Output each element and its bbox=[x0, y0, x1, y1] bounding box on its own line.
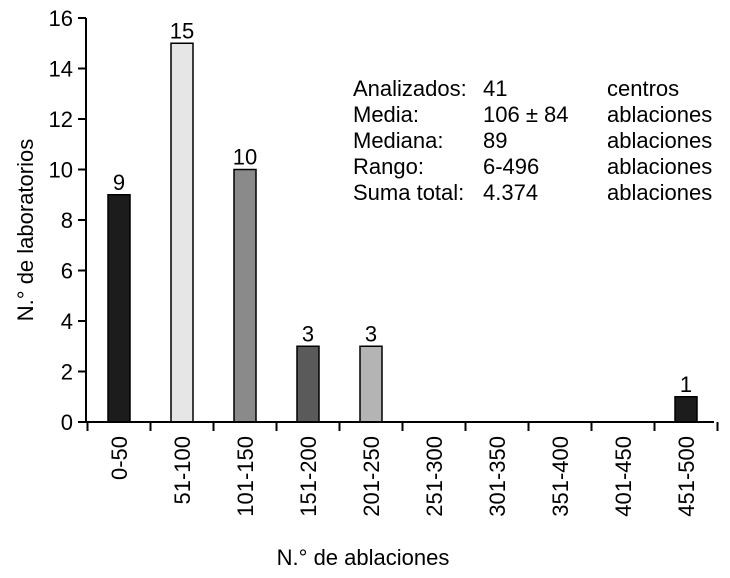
labels-layer: 0 2 4 6 8 10 12 14 16 9 0-50 15 51-100 10 101-150 3 151-… bbox=[49, 6, 699, 517]
data-label-101-150: 10 bbox=[233, 145, 257, 170]
stats-value: 106 ± 84 bbox=[483, 102, 569, 127]
y-tick-label: 16 bbox=[49, 6, 73, 31]
data-label-0-50: 9 bbox=[113, 170, 125, 195]
stats-label: Mediana: bbox=[353, 128, 444, 153]
ticks-layer bbox=[78, 17, 719, 431]
stats-unit: ablaciones bbox=[607, 180, 713, 205]
y-tick-label: 12 bbox=[49, 107, 73, 132]
stats-unit: centros bbox=[607, 76, 680, 101]
bar-101-150 bbox=[233, 168, 257, 423]
x-tick-label-101-150: 101-150 bbox=[233, 436, 258, 517]
data-label-201-250: 3 bbox=[365, 321, 377, 346]
bars-layer bbox=[107, 42, 698, 423]
x-tick-label-151-200: 151-200 bbox=[296, 436, 321, 517]
stats-unit: ablaciones bbox=[607, 154, 713, 179]
x-axis-title: N.° de ablaciones bbox=[277, 545, 450, 570]
y-tick-label: 10 bbox=[49, 158, 73, 183]
x-tick-label-51-100: 51-100 bbox=[170, 436, 195, 505]
x-tick-label-451-500: 451-500 bbox=[674, 436, 699, 517]
bar-51-100 bbox=[170, 42, 194, 423]
stats-unit: ablaciones bbox=[607, 128, 713, 153]
x-tick-label-351-400: 351-400 bbox=[548, 436, 573, 517]
y-tick-label: 2 bbox=[61, 360, 73, 385]
x-tick-label-0-50: 0-50 bbox=[107, 436, 132, 480]
bar-0-50 bbox=[107, 194, 131, 423]
y-tick-label: 8 bbox=[61, 208, 73, 233]
y-tick-label: 4 bbox=[61, 309, 73, 334]
stats-label: Media: bbox=[353, 102, 420, 127]
stats-value: 6-496 bbox=[483, 154, 540, 179]
y-axis-title: N.° de laboratorios bbox=[13, 139, 38, 321]
stats-label: Analizados: bbox=[353, 76, 467, 101]
y-tick-label: 6 bbox=[61, 259, 73, 284]
x-tick-label-301-350: 301-350 bbox=[485, 436, 510, 517]
stats-value: 4.374 bbox=[483, 180, 539, 205]
x-tick-label-201-250: 201-250 bbox=[359, 436, 384, 517]
stats-value: 89 bbox=[483, 128, 508, 153]
bar-201-250 bbox=[359, 345, 383, 423]
y-tick-label: 14 bbox=[49, 57, 73, 82]
stats-label: Suma total: bbox=[353, 180, 465, 205]
y-tick-label: 0 bbox=[61, 410, 73, 435]
x-tick-label-251-300: 251-300 bbox=[422, 436, 447, 517]
bar-451-500 bbox=[674, 396, 698, 423]
stats-label: Rango: bbox=[353, 154, 424, 179]
bar-151-200 bbox=[296, 345, 320, 423]
data-label-451-500: 1 bbox=[680, 372, 692, 397]
data-label-51-100: 15 bbox=[170, 18, 194, 43]
stats-unit: ablaciones bbox=[607, 102, 713, 127]
data-label-151-200: 3 bbox=[302, 321, 314, 346]
x-tick-label-401-450: 401-450 bbox=[611, 436, 636, 517]
stats-value: 41 bbox=[483, 76, 508, 101]
